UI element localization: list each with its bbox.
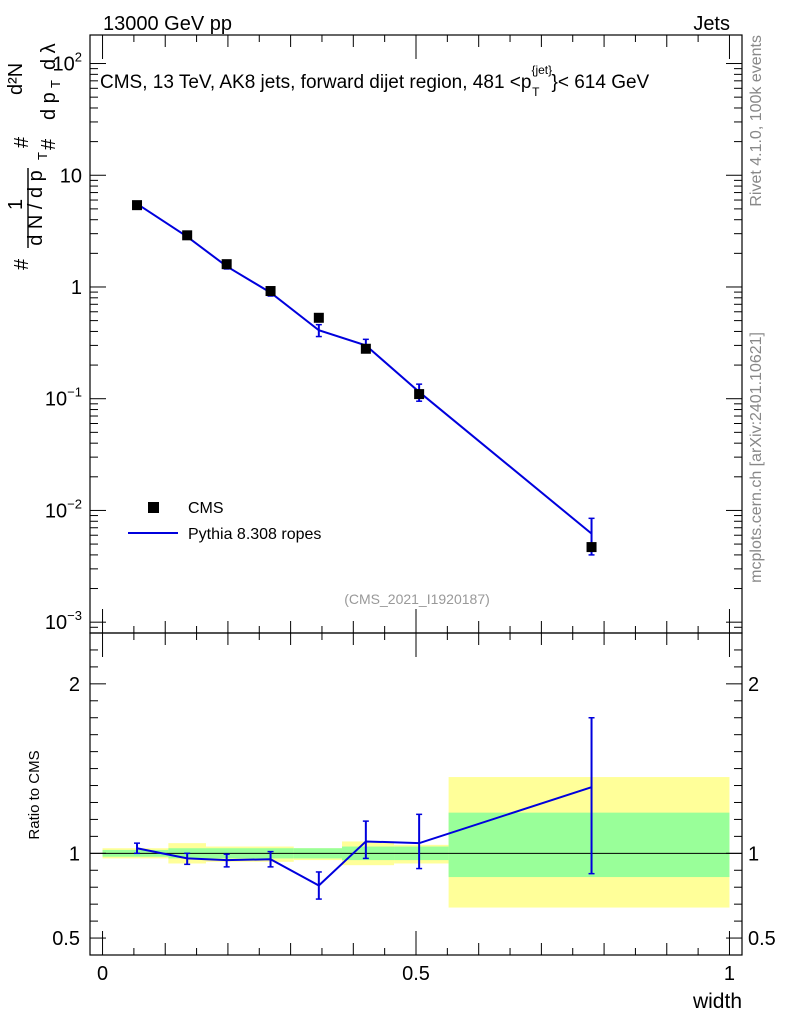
ylabel-den: d N / d p [25,170,47,246]
legend-cms-marker [148,502,159,513]
legend-cms-label: CMS [188,500,224,517]
mcplots-label: mcplots.cern.ch [arXiv:2401.10621] [748,332,765,583]
ratio-y-tick-label: 1 [69,843,80,865]
ratio-band-inner [448,812,730,878]
ratio-panel: 0.5 0.5 1 1 2 2 0 0.5 1 [52,632,776,985]
ylabel-hash-3: # [38,138,60,150]
cms-point [265,286,276,297]
main-y-tick-label: 10−1 [45,385,82,411]
legend-pythia-label: Pythia 8.308 ropes [188,526,321,543]
ylabel-num2: d p [38,92,60,120]
title-post: }< 614 GeV [552,72,650,93]
ylabel-num: d²N [5,63,27,95]
ylabel-hash-2: # [11,136,33,148]
title-pre: CMS, 13 TeV, AK8 jets, forward dijet reg… [100,72,531,93]
main-y-tick-label: 1 [71,277,82,299]
ylabel-one: 1 [5,199,27,210]
main-panel: 102 10 1 10−1 10−2 10−3 CMS Pythia 8.308 ropes [45,34,743,634]
pythia-line [136,202,593,535]
ratio-y-tick-label-right: 0.5 [748,928,776,950]
ratio-y-tick-label: 2 [69,674,80,696]
ratio-y-tick-label-right: 2 [748,674,759,696]
ylabel-hash-1: # [11,258,33,270]
cms-point [586,542,597,553]
ratio-y-tick-label: 0.5 [52,928,80,950]
watermark: (CMS_2021_I1920187) [344,591,490,607]
cms-point [132,200,143,211]
main-y-tick-label: 10−3 [45,608,82,634]
header-left: 13000 GeV pp [103,13,232,35]
x-axis-label: width [692,990,742,1013]
title-sub: T [532,85,540,99]
main-y-tick-label: 102 [53,50,82,76]
header-right: Jets [693,13,730,35]
cms-point [221,259,232,270]
main-y-tick-label: 10−2 [45,496,82,522]
ylabel-lam: d λ [38,43,60,70]
ylabel-den-T: T [35,152,50,160]
x-tick-label: 1 [724,963,735,985]
cms-point [313,312,324,323]
ratio-pythia-line [136,786,592,887]
cms-point [182,230,193,241]
ylabel-num2-T: T [48,80,63,88]
main-ylabel: # 1 d N / d p T # d²N # d p T d λ [5,43,63,270]
main-frame [89,34,743,634]
rivet-label: Rivet 4.1.0, 100k events [748,35,765,207]
plot-title: CMS, 13 TeV, AK8 jets, forward dijet reg… [100,63,650,99]
cms-point [414,389,425,400]
ratio-y-tick-label-right: 1 [748,843,759,865]
title-sup: {jet} [531,63,552,77]
x-tick-label: 0.5 [402,963,430,985]
ratio-ylabel: Ratio to CMS [26,750,43,839]
cms-point [360,343,371,354]
x-tick-label: 0 [97,963,108,985]
main-y-tick-label: 10 [60,165,82,187]
ratio-frame [89,632,743,956]
